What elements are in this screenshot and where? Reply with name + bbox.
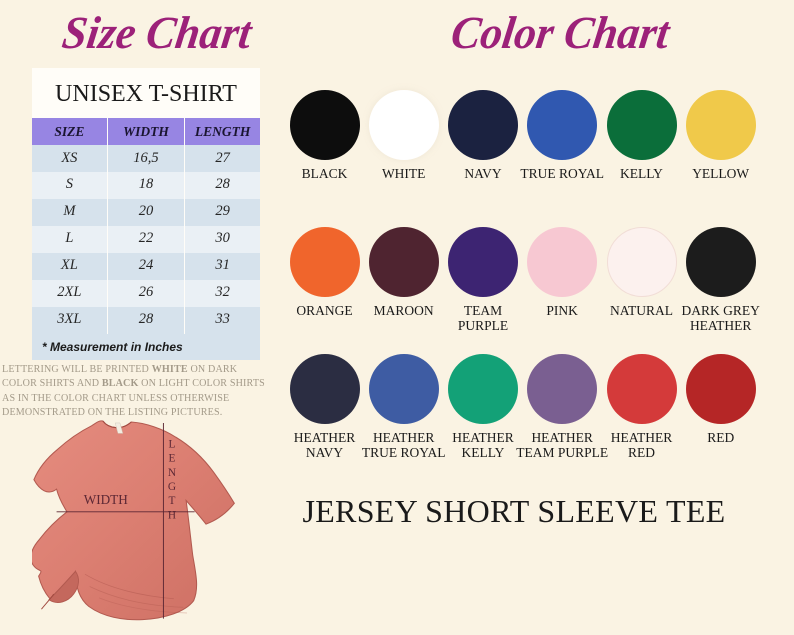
svg-text:N: N [168,467,176,479]
svg-text:G: G [168,481,176,493]
svg-text:T: T [168,495,175,507]
svg-text:L: L [168,439,175,451]
svg-text:H: H [168,509,176,521]
svg-text:WIDTH: WIDTH [84,492,128,507]
svg-text:E: E [168,453,175,465]
